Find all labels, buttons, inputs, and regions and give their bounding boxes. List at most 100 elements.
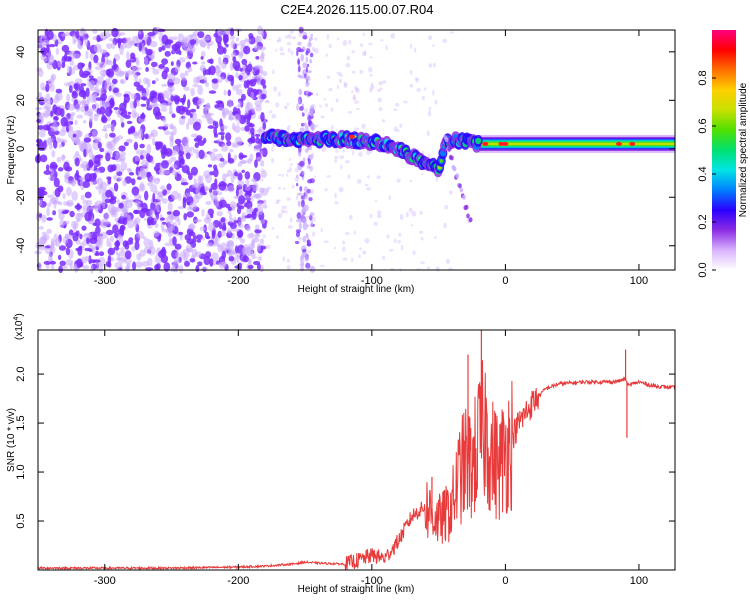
noise-dot [46, 207, 50, 217]
noise-dot [182, 198, 187, 209]
scatter-dot [277, 37, 282, 43]
scatter-dot [291, 36, 297, 40]
noise-dot [231, 205, 235, 210]
noise-dot [96, 34, 101, 43]
scatter-dot [362, 250, 367, 255]
noise-band-dot [310, 33, 314, 38]
noise-dot [133, 141, 139, 151]
noise-dot [174, 64, 180, 73]
noise-dot [83, 148, 87, 158]
noise-dot [93, 166, 98, 170]
noise-dot [254, 229, 262, 234]
noise-band-dot [300, 255, 303, 262]
noise-dot [104, 132, 108, 139]
noise-dot [54, 187, 61, 198]
noise-dot [234, 125, 241, 134]
noise-dot [38, 188, 45, 198]
noise-dot [244, 224, 251, 231]
noise-dot [183, 86, 190, 92]
noise-dot [129, 199, 134, 203]
noise-band-dot [305, 56, 309, 63]
noise-dot [135, 261, 143, 268]
scatter-dot [366, 150, 371, 156]
noise-dot [237, 162, 243, 167]
scatter-dot [399, 123, 403, 128]
noise-dot [130, 93, 137, 100]
x-tick-label: -100 [361, 275, 383, 287]
noise-dot [65, 247, 71, 256]
noise-band-dot [302, 235, 307, 243]
noise-dot [134, 155, 140, 162]
noise-dot [246, 69, 251, 76]
noise-dot [158, 63, 165, 69]
noise-dot [179, 57, 186, 63]
noise-dot [259, 93, 267, 100]
noise-band-dot [300, 199, 305, 208]
noise-dot [99, 31, 108, 41]
scatter-dot [393, 126, 398, 132]
noise-dot [52, 98, 60, 104]
noise-dot [207, 125, 215, 129]
noise-dot [66, 93, 70, 103]
noise-dot [135, 149, 144, 155]
noise-dot [50, 75, 55, 84]
noise-dot [75, 230, 80, 237]
scatter-dot [354, 127, 360, 131]
scatter-dot [241, 44, 244, 48]
noise-dot [160, 217, 165, 221]
scatter-dot [434, 99, 438, 105]
noise-dot [143, 246, 152, 254]
noise-dot [107, 255, 112, 264]
noise-dot [109, 235, 114, 243]
scatter-dot [377, 97, 383, 103]
scatter-dot [303, 48, 308, 52]
scatter-dot [310, 212, 313, 216]
scatter-dot [326, 34, 330, 40]
noise-dot [98, 61, 106, 69]
snr-series-line [37, 360, 676, 571]
noise-dot [248, 206, 254, 213]
scatter-dot [259, 160, 263, 167]
scatter-dot [333, 156, 339, 159]
noise-dot [102, 49, 108, 53]
noise-dot [251, 107, 256, 114]
noise-dot [209, 258, 214, 267]
noise-dot [197, 85, 204, 96]
noise-dot [65, 186, 72, 197]
noise-dot [238, 195, 246, 205]
scatter-dot [247, 41, 250, 46]
noise-dot [220, 217, 226, 223]
scatter-dot [336, 71, 342, 76]
noise-band-dot [305, 66, 308, 73]
noise-dot [37, 261, 42, 272]
noise-dot [45, 83, 50, 93]
scatter-dot [276, 39, 280, 43]
noise-dot [123, 70, 131, 75]
y-tick-label: 0.5 [15, 513, 27, 528]
noise-dot [238, 75, 243, 81]
noise-dot [120, 246, 125, 252]
noise-band-dot [305, 262, 311, 269]
noise-dot [61, 154, 65, 162]
scatter-dot [287, 47, 291, 53]
noise-dot [146, 171, 152, 177]
noise-dot [94, 169, 101, 174]
scatter-dot [240, 43, 245, 48]
scatter-dot [297, 237, 303, 241]
noise-dot [92, 140, 100, 151]
noise-dot [152, 68, 160, 75]
noise-dot [185, 152, 191, 160]
scatter-dot [301, 171, 306, 176]
noise-dot [133, 132, 139, 139]
noise-dot [83, 100, 90, 107]
scatter-dot [428, 35, 433, 40]
noise-dot [205, 200, 212, 206]
noise-dot [131, 186, 140, 196]
noise-dot [40, 54, 45, 60]
noise-band-dot [305, 232, 309, 239]
noise-dot [234, 136, 243, 146]
scatter-dot [264, 100, 270, 104]
x-tick-label: 100 [630, 275, 648, 287]
noise-dot [134, 240, 140, 251]
noise-dot [260, 53, 265, 63]
